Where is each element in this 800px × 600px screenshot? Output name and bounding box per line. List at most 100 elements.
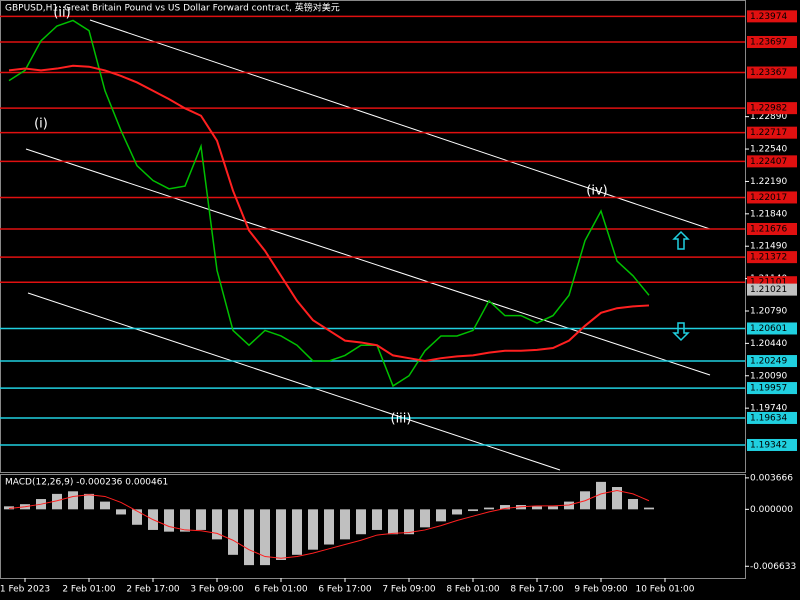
level-label-box [747,102,797,115]
level-label: 1.22017 [750,193,787,203]
arrow-up [672,230,690,250]
macd-bar [612,487,622,510]
macd-bar [644,507,654,510]
level-label-box [747,126,797,139]
macd-bar [196,509,206,530]
level-label: 1.19342 [750,440,787,450]
macd-bar [548,506,558,510]
y-tick-label: 1.22190 [750,177,787,187]
macd-bar [596,481,606,510]
macd-panel [0,474,746,579]
level-label: 1.23697 [750,37,787,47]
level-label-box [747,191,797,204]
level-label-box [747,382,797,395]
macd-bar [404,509,414,535]
level-label-box [747,155,797,168]
level-label-box [747,411,797,424]
level-label: 1.19957 [750,384,787,394]
macd-bar [4,506,14,510]
macd-bar [212,509,222,540]
wave-label: (iii) [391,412,412,427]
level-label: 1.22407 [750,157,787,167]
price-label: 1.21021 [750,285,787,295]
macd-bar [132,509,142,525]
x-tick-label: 8 Feb 01:00 [446,585,500,595]
macd-bar [228,509,238,555]
macd-title: MACD(12,26,9) -0.000236 0.000461 [5,478,168,488]
x-tick-label: 6 Feb 01:00 [254,585,308,595]
level-label: 1.23367 [750,68,787,78]
macd-bar [324,509,334,545]
macd-bar [292,509,302,555]
y-tick-label: 1.20790 [750,306,787,316]
macd-bar [436,509,446,522]
macd-bar [532,506,542,510]
channel-line [89,19,711,230]
macd-bar [68,491,78,510]
level-label: 1.19634 [750,413,787,423]
level-label: 1.23974 [750,12,787,22]
y-tick-label: 1.19740 [750,404,787,414]
macd-bar [388,509,398,535]
macd-bar [276,509,286,560]
macd-bar [244,509,254,566]
level-label-box [747,66,797,79]
channel-line [25,148,711,376]
series-line [8,19,650,388]
macd-bar [84,493,94,510]
level-label-box [747,10,797,23]
y-tick-label: -0.006633 [750,562,796,572]
level-label: 1.21372 [750,253,787,263]
level-label: 1.22717 [750,128,787,138]
level-label: 1.20601 [750,324,787,334]
x-tick-label: 8 Feb 17:00 [510,585,564,595]
y-tick-label: 1.21490 [750,242,787,252]
macd-bar [260,509,270,566]
macd-bar [452,509,462,515]
macd-bar [308,509,318,550]
level-label-box [747,223,797,236]
macd-bar [164,509,174,532]
macd-bar [420,509,430,528]
level-label: 1.21101 [750,278,787,288]
macd-bar [468,509,478,512]
macd-bar [356,509,366,535]
level-label-box [747,355,797,368]
series-line [8,489,650,559]
channel-line [27,292,561,471]
y-tick-label: 1.21840 [750,209,787,219]
y-tick-label: 1.22540 [750,145,787,155]
arrow-down [672,322,690,342]
chart-title: GBPUSD,H1: Great Britain Pound vs US Dol… [5,2,340,14]
x-tick-label: 6 Feb 17:00 [318,585,372,595]
level-label: 1.22982 [750,104,787,114]
macd-bar [340,509,350,540]
macd-bar [484,507,494,510]
price-label-box [747,283,797,296]
y-tick-label: 1.20090 [750,371,787,381]
level-label: 1.21676 [750,225,787,235]
y-tick-label: 1.22890 [750,112,787,122]
wave-label: (ii) [53,6,70,21]
y-tick-label: 0.000000 [750,505,793,515]
wave-label: (i) [34,117,48,132]
y-tick-label: 1.20440 [750,339,787,349]
macd-bar [52,493,62,510]
level-label: 1.20249 [750,357,787,367]
x-tick-label: 10 Feb 01:00 [635,585,694,595]
level-label-box [747,35,797,48]
level-label-box [747,438,797,451]
y-tick-label: 0.003666 [750,473,793,483]
macd-bar [100,501,110,510]
macd-bar [500,505,510,510]
level-label-box [747,251,797,264]
x-tick-label: 2 Feb 17:00 [126,585,180,595]
series-line [8,64,650,362]
macd-bar [372,509,382,530]
x-tick-label: 3 Feb 09:00 [190,585,244,595]
macd-bar [116,509,126,515]
level-label-box [747,322,797,335]
main-panel [0,0,746,473]
